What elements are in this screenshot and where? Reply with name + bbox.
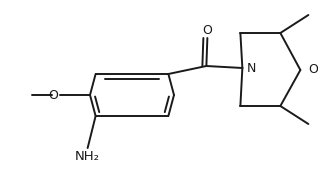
Text: O: O (308, 64, 318, 76)
Text: NH₂: NH₂ (75, 151, 100, 163)
Text: O: O (203, 25, 212, 37)
Text: O: O (48, 88, 58, 101)
Text: N: N (246, 62, 256, 74)
